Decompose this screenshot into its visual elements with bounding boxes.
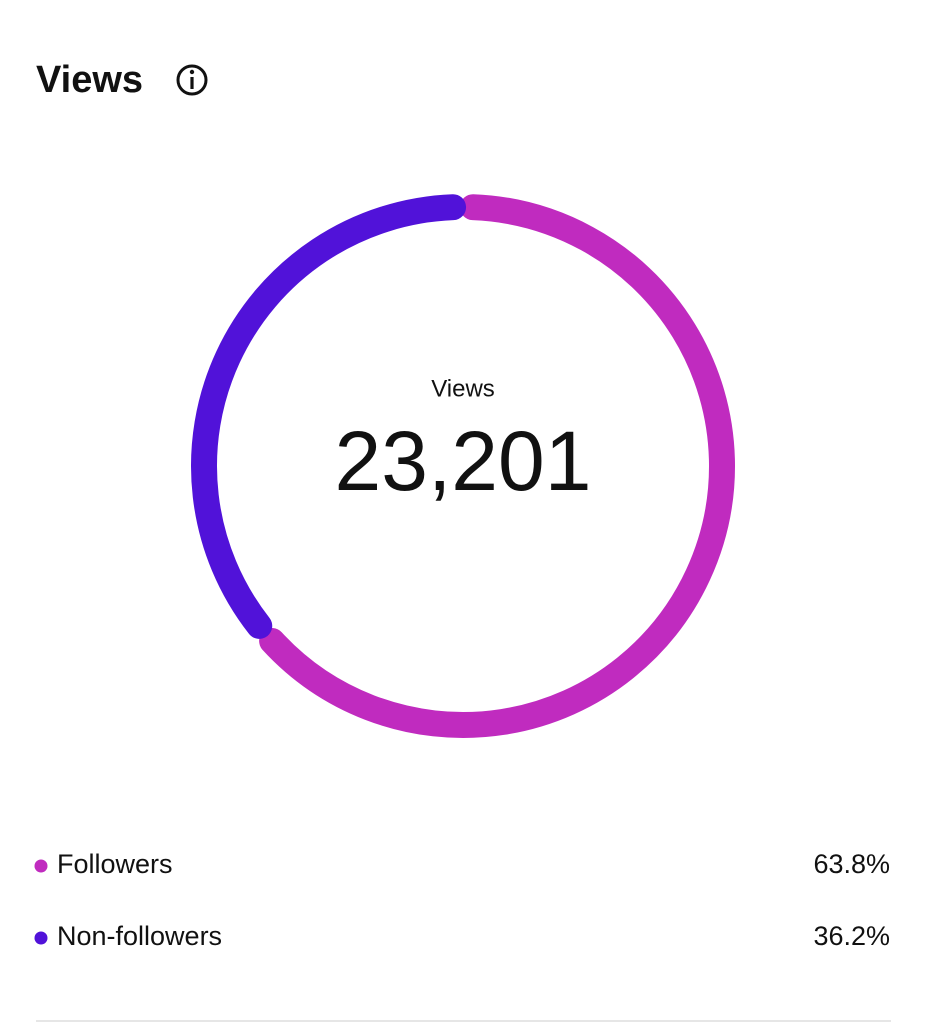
- info-dot: [189, 69, 195, 75]
- legend-label: Non-followers: [57, 921, 222, 951]
- value-label: 36.2%: [813, 921, 890, 951]
- donut-segment: [259, 194, 735, 738]
- center-label: Views: [431, 375, 495, 402]
- total-value: 23,201: [335, 414, 592, 508]
- legend-dot: [34, 931, 48, 945]
- info-icon[interactable]: [176, 64, 208, 96]
- info-circle[interactable]: [176, 64, 208, 96]
- chart-title: Views: [36, 59, 143, 101]
- value-label: 63.8%: [813, 849, 890, 879]
- legend-dot: [34, 859, 48, 873]
- donut-segment: [191, 194, 467, 639]
- legend-label: Followers: [57, 849, 173, 879]
